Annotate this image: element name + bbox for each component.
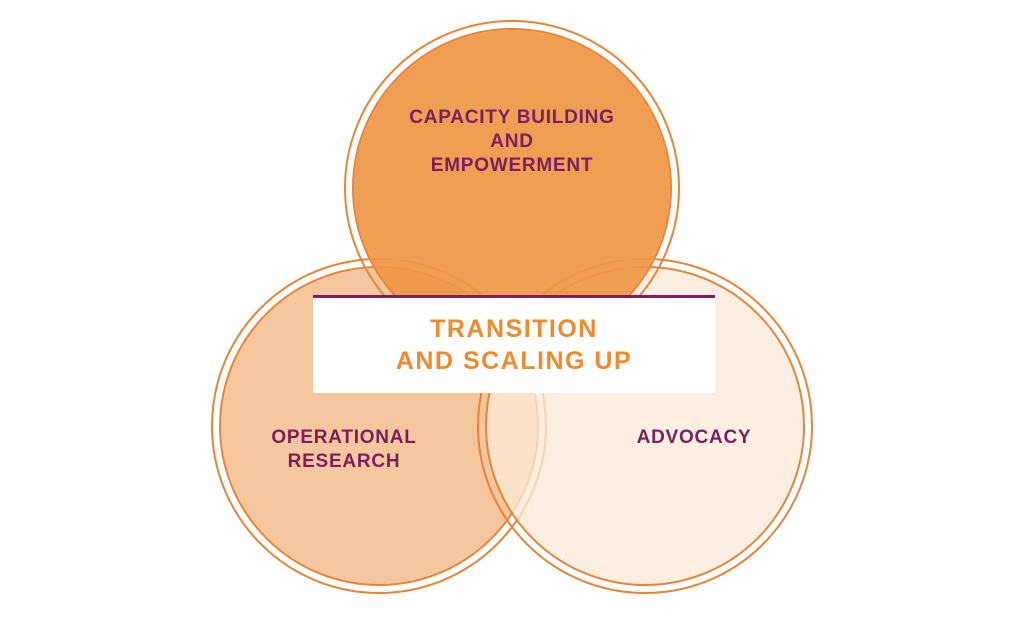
venn-center-box: TRANSITION AND SCALING UP bbox=[313, 295, 715, 393]
venn-label-right: ADVOCACY bbox=[594, 426, 794, 450]
venn-label-left: OPERATIONALRESEARCH bbox=[234, 426, 454, 474]
venn-center-line1: TRANSITION bbox=[313, 314, 715, 345]
venn-diagram: CAPACITY BUILDINGANDEMPOWERMENT OPERATIO… bbox=[0, 0, 1024, 637]
venn-center-line2: AND SCALING UP bbox=[313, 346, 715, 377]
venn-label-top: CAPACITY BUILDINGANDEMPOWERMENT bbox=[382, 106, 642, 177]
